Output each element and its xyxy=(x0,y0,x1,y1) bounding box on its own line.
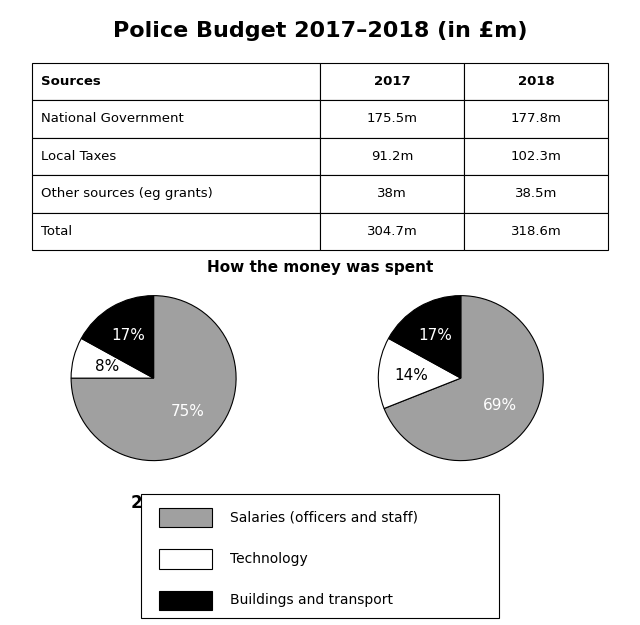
Text: 2017: 2017 xyxy=(374,75,410,88)
FancyBboxPatch shape xyxy=(141,494,499,618)
FancyBboxPatch shape xyxy=(464,62,608,100)
FancyBboxPatch shape xyxy=(320,175,464,213)
Wedge shape xyxy=(81,296,154,378)
FancyBboxPatch shape xyxy=(159,549,212,569)
FancyBboxPatch shape xyxy=(32,62,320,100)
Text: Buildings and transport: Buildings and transport xyxy=(230,593,394,608)
Wedge shape xyxy=(384,296,543,461)
Text: Technology: Technology xyxy=(230,552,308,566)
Text: 17%: 17% xyxy=(111,328,145,343)
FancyBboxPatch shape xyxy=(464,138,608,175)
FancyBboxPatch shape xyxy=(320,62,464,100)
FancyBboxPatch shape xyxy=(320,213,464,250)
FancyBboxPatch shape xyxy=(464,175,608,213)
Text: How the money was spent: How the money was spent xyxy=(207,260,433,275)
FancyBboxPatch shape xyxy=(32,175,320,213)
Text: Sources: Sources xyxy=(41,75,100,88)
FancyBboxPatch shape xyxy=(32,138,320,175)
Text: 38.5m: 38.5m xyxy=(515,188,557,200)
Text: 2018: 2018 xyxy=(518,75,554,88)
FancyBboxPatch shape xyxy=(320,100,464,138)
FancyBboxPatch shape xyxy=(464,100,608,138)
Text: 75%: 75% xyxy=(170,404,204,419)
Text: Total: Total xyxy=(41,225,72,238)
Text: 2017: 2017 xyxy=(131,494,177,512)
Text: 38m: 38m xyxy=(377,188,407,200)
Text: Salaries (officers and staff): Salaries (officers and staff) xyxy=(230,511,419,525)
Wedge shape xyxy=(71,296,236,461)
Text: 102.3m: 102.3m xyxy=(511,150,561,162)
Text: 177.8m: 177.8m xyxy=(511,112,561,125)
Text: 2018: 2018 xyxy=(438,494,484,512)
Text: 175.5m: 175.5m xyxy=(367,112,417,125)
Text: 8%: 8% xyxy=(95,359,120,374)
Text: Other sources (eg grants): Other sources (eg grants) xyxy=(41,188,212,200)
Text: Police Budget 2017–2018 (in £m): Police Budget 2017–2018 (in £m) xyxy=(113,21,527,41)
FancyBboxPatch shape xyxy=(32,213,320,250)
Text: 318.6m: 318.6m xyxy=(511,225,561,238)
Wedge shape xyxy=(378,338,461,409)
FancyBboxPatch shape xyxy=(159,508,212,528)
Text: National Government: National Government xyxy=(41,112,184,125)
FancyBboxPatch shape xyxy=(464,213,608,250)
Text: 17%: 17% xyxy=(419,328,452,343)
Wedge shape xyxy=(388,296,461,378)
Text: 14%: 14% xyxy=(394,368,428,382)
FancyBboxPatch shape xyxy=(32,100,320,138)
Text: 304.7m: 304.7m xyxy=(367,225,417,238)
FancyBboxPatch shape xyxy=(159,591,212,610)
FancyBboxPatch shape xyxy=(320,138,464,175)
Text: 69%: 69% xyxy=(483,398,517,412)
Text: Local Taxes: Local Taxes xyxy=(41,150,116,162)
Wedge shape xyxy=(71,338,154,378)
Text: 91.2m: 91.2m xyxy=(371,150,413,162)
